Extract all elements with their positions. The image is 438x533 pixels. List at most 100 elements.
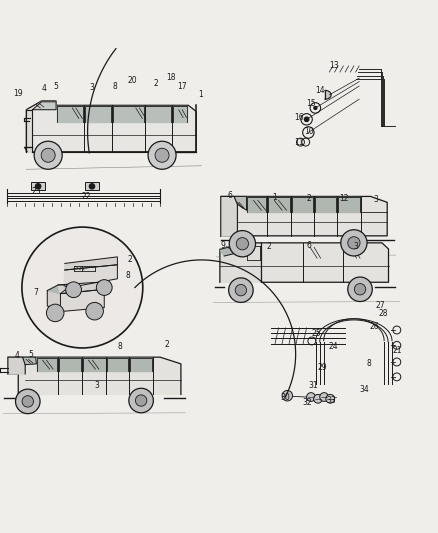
Text: 29: 29: [318, 363, 327, 372]
Circle shape: [155, 148, 169, 162]
Text: 22: 22: [82, 192, 92, 201]
Polygon shape: [220, 243, 261, 282]
Polygon shape: [37, 358, 57, 372]
Polygon shape: [261, 243, 389, 282]
Text: 7: 7: [33, 288, 39, 297]
Text: 3: 3: [373, 195, 378, 204]
Polygon shape: [8, 357, 181, 394]
Polygon shape: [107, 358, 128, 372]
Circle shape: [96, 280, 112, 295]
Polygon shape: [221, 197, 237, 236]
Bar: [31, 182, 45, 190]
Circle shape: [235, 285, 247, 296]
Circle shape: [66, 282, 81, 297]
Polygon shape: [83, 358, 106, 372]
Circle shape: [307, 393, 315, 401]
Text: 11: 11: [294, 139, 304, 148]
Circle shape: [89, 184, 95, 189]
Polygon shape: [58, 282, 104, 294]
Text: 4: 4: [14, 351, 19, 360]
Circle shape: [148, 141, 176, 169]
Circle shape: [229, 231, 255, 257]
Text: 15: 15: [306, 99, 316, 108]
Circle shape: [15, 389, 40, 414]
Text: 2: 2: [127, 255, 132, 264]
Polygon shape: [173, 106, 187, 122]
Text: 34: 34: [360, 385, 369, 394]
Text: 21: 21: [393, 346, 403, 355]
Text: 3: 3: [95, 381, 100, 390]
Text: 13: 13: [329, 61, 339, 70]
Text: 1: 1: [198, 90, 203, 99]
Polygon shape: [234, 197, 247, 210]
Circle shape: [34, 141, 62, 169]
Text: 10: 10: [304, 127, 314, 136]
Circle shape: [41, 148, 55, 162]
Text: 5: 5: [53, 82, 58, 91]
Text: 2: 2: [307, 193, 311, 203]
Polygon shape: [26, 101, 196, 152]
Circle shape: [354, 284, 366, 295]
Circle shape: [314, 394, 322, 403]
Circle shape: [129, 388, 153, 413]
Text: 2: 2: [153, 79, 158, 88]
Text: 26: 26: [369, 321, 379, 330]
Polygon shape: [23, 357, 36, 365]
Text: 3: 3: [89, 83, 95, 92]
Circle shape: [326, 394, 335, 403]
Text: 16: 16: [294, 113, 304, 122]
Polygon shape: [338, 197, 360, 212]
Text: 19: 19: [14, 89, 23, 98]
Circle shape: [229, 278, 253, 302]
Circle shape: [46, 304, 64, 322]
Polygon shape: [47, 285, 71, 294]
Text: 8: 8: [113, 82, 117, 91]
Polygon shape: [59, 358, 81, 372]
Text: 5: 5: [28, 350, 33, 359]
Text: 30: 30: [281, 392, 290, 401]
Circle shape: [22, 395, 33, 407]
Polygon shape: [221, 197, 387, 236]
Circle shape: [86, 302, 103, 320]
Circle shape: [304, 117, 309, 122]
Text: 9: 9: [221, 241, 226, 250]
Polygon shape: [85, 106, 111, 122]
Circle shape: [135, 395, 147, 406]
Text: 17: 17: [177, 82, 187, 91]
Text: 3: 3: [353, 242, 358, 251]
Polygon shape: [315, 197, 336, 212]
Polygon shape: [268, 197, 290, 212]
Text: 33: 33: [326, 396, 336, 405]
Polygon shape: [32, 102, 56, 110]
Text: 32: 32: [303, 398, 312, 407]
Text: 4: 4: [41, 84, 46, 93]
Text: 24: 24: [328, 342, 338, 351]
Text: 14: 14: [315, 86, 325, 95]
Circle shape: [348, 237, 360, 249]
Polygon shape: [8, 357, 25, 374]
Polygon shape: [113, 106, 144, 122]
Text: 2: 2: [164, 340, 169, 349]
Polygon shape: [247, 197, 266, 212]
Circle shape: [282, 391, 293, 401]
Text: 8: 8: [126, 271, 130, 280]
Circle shape: [320, 393, 328, 401]
Polygon shape: [220, 243, 246, 256]
Polygon shape: [57, 106, 83, 122]
Bar: [85, 182, 99, 190]
Text: 18: 18: [166, 73, 176, 82]
Polygon shape: [325, 91, 331, 99]
Circle shape: [35, 184, 41, 189]
Polygon shape: [145, 106, 171, 122]
Polygon shape: [292, 197, 313, 212]
Text: 8: 8: [118, 342, 122, 351]
Text: 6: 6: [307, 241, 312, 250]
Text: 20: 20: [127, 76, 137, 85]
Text: 1: 1: [272, 193, 276, 202]
Polygon shape: [47, 290, 60, 310]
Circle shape: [313, 106, 318, 110]
Text: 2: 2: [267, 242, 271, 251]
Polygon shape: [130, 358, 152, 372]
Text: 23: 23: [31, 187, 41, 196]
Polygon shape: [26, 110, 32, 152]
